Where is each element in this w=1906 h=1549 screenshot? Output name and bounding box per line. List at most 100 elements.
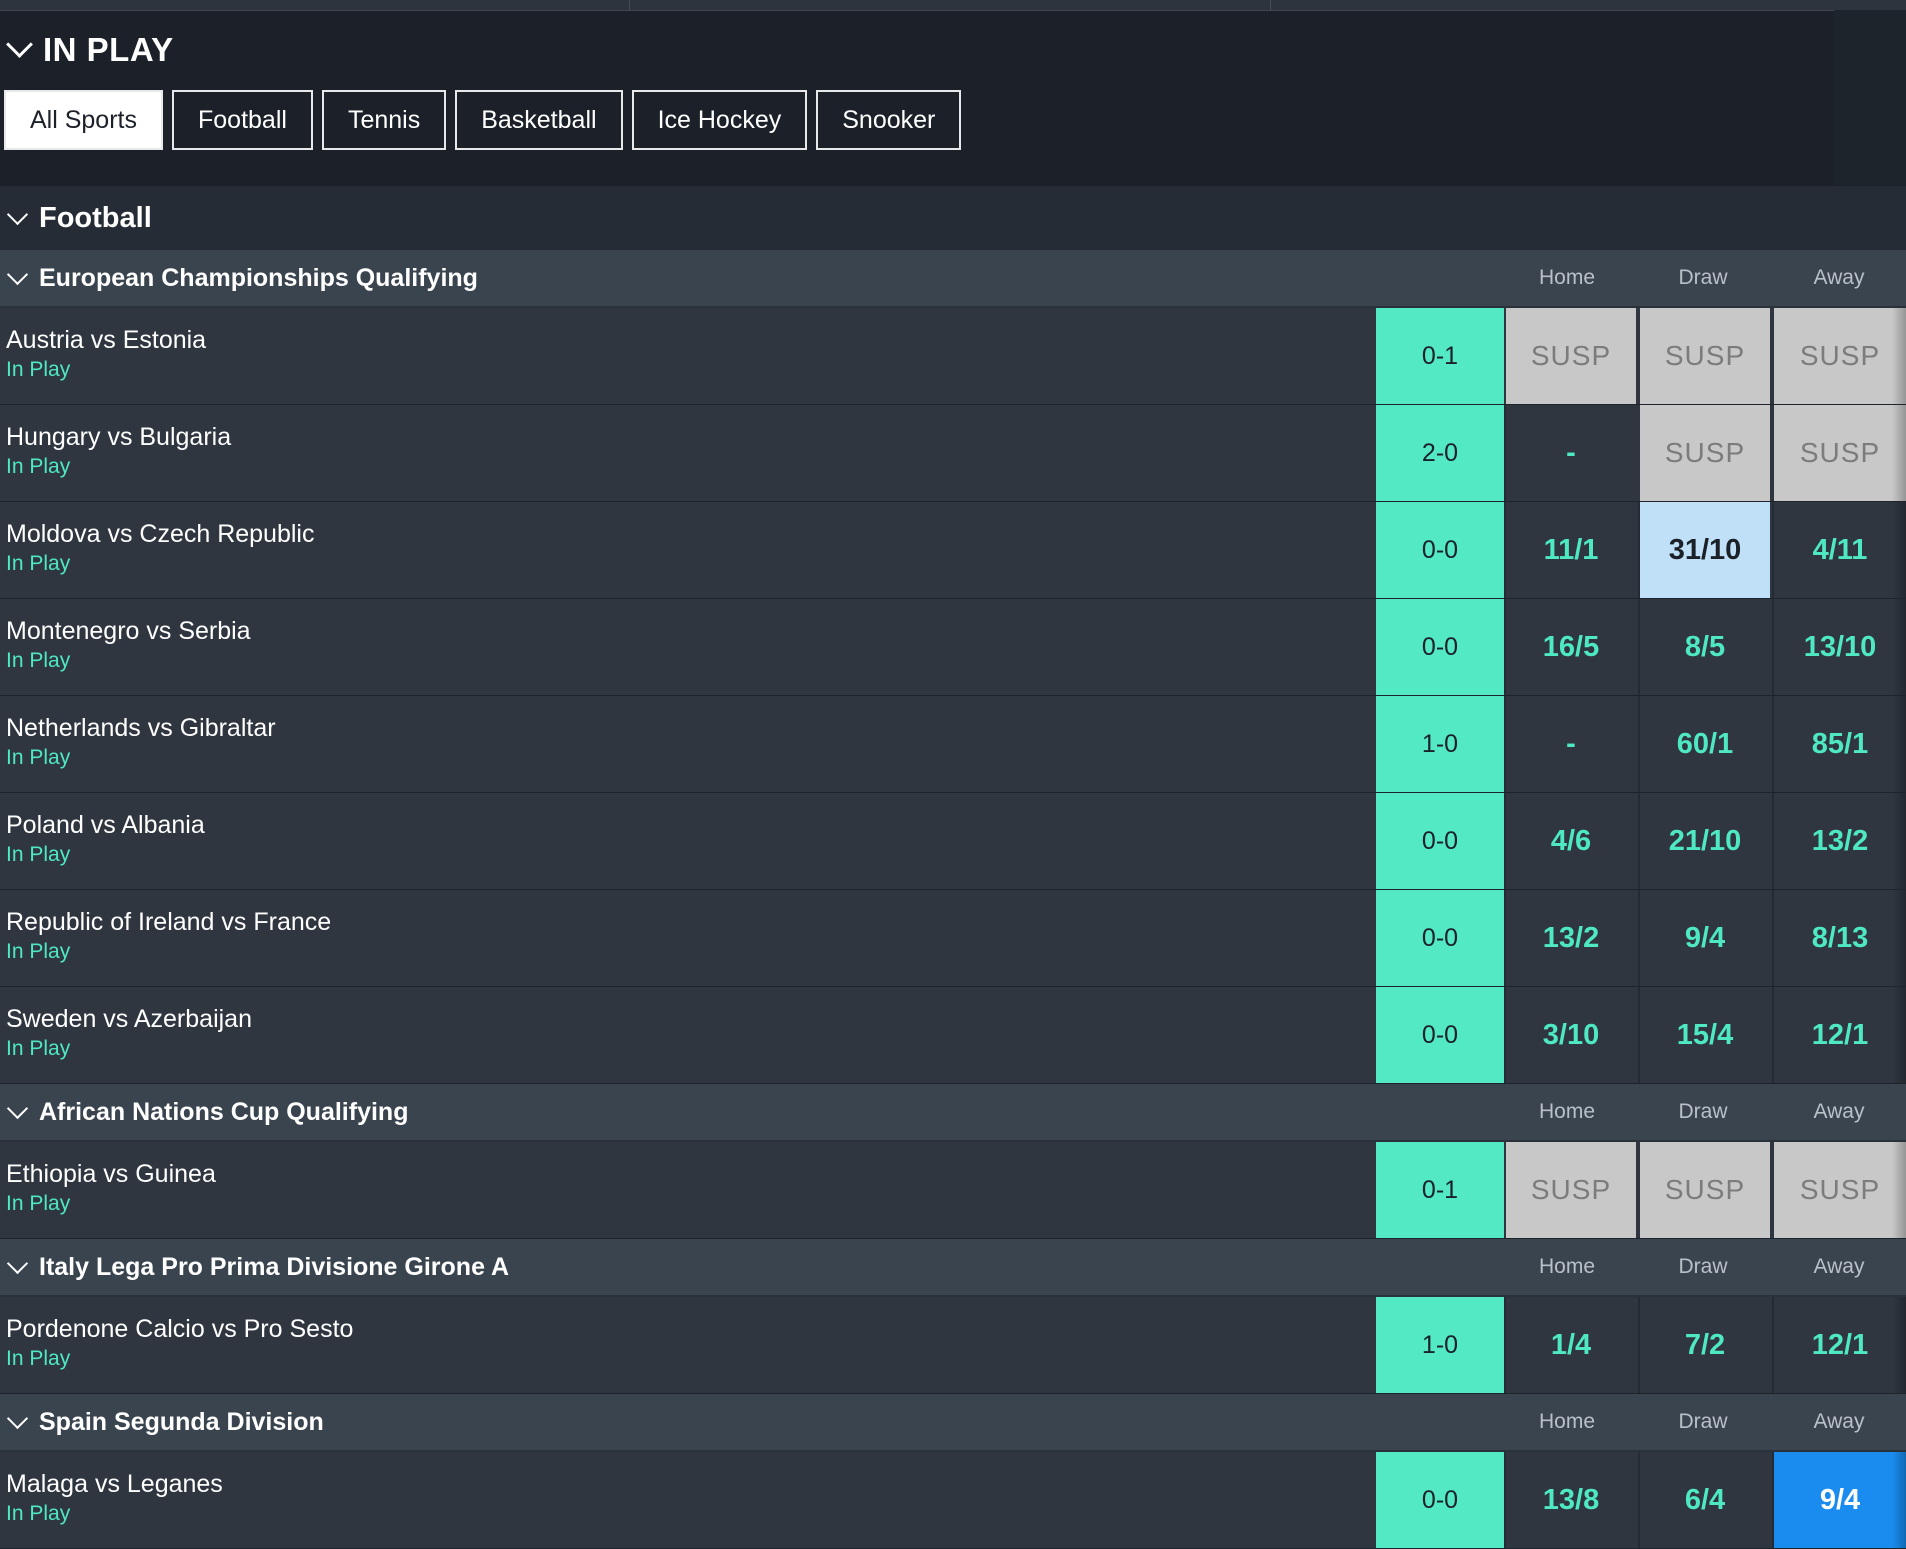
match-name[interactable]: Moldova vs Czech Republic <box>6 520 315 548</box>
edge-fade <box>1892 1452 1906 1548</box>
match-name[interactable]: Republic of Ireland vs France <box>6 908 332 936</box>
odds-button-away[interactable]: 85/1 <box>1772 696 1906 792</box>
odds-button-away[interactable]: 12/1 <box>1772 987 1906 1083</box>
match-name[interactable]: Montenegro vs Serbia <box>6 617 251 645</box>
column-label-away: Away <box>1813 266 1865 289</box>
chevron-down-icon[interactable] <box>6 1252 29 1274</box>
match-row[interactable]: Netherlands vs Gibraltar In Play 1-0-60/1 8… <box>0 696 1906 793</box>
match-name[interactable]: Ethiopia vs Guinea <box>6 1160 216 1188</box>
match-row[interactable]: Malaga vs Leganes In Play 0-0 13/8 6/4 9/4 <box>0 1452 1906 1549</box>
edge-fade <box>1892 599 1906 695</box>
match-name[interactable]: Pordenone Calcio vs Pro Sesto <box>6 1315 354 1343</box>
competition-header[interactable]: Spain Segunda Division Home Draw Away <box>0 1394 1906 1452</box>
odds-button-home[interactable]: - <box>1504 696 1636 792</box>
match-status: In Play <box>6 1192 71 1215</box>
odds-button-away[interactable]: 13/2 <box>1772 793 1906 889</box>
match-status: In Play <box>6 358 71 381</box>
match-info: Pordenone Calcio vs Pro Sesto In Play <box>6 1313 353 1373</box>
match-status: In Play <box>6 552 71 575</box>
odds-button-draw[interactable]: 8/5 <box>1638 599 1770 695</box>
match-name[interactable]: Austria vs Estonia <box>6 326 207 354</box>
column-label-home: Home <box>1538 1100 1596 1123</box>
odds-button-away[interactable]: 12/1 <box>1772 1297 1906 1393</box>
chevron-down-icon[interactable] <box>6 30 33 58</box>
tab-snooker[interactable]: Snooker <box>816 90 962 150</box>
match-info: Netherlands vs Gibraltar In Play <box>6 712 276 772</box>
column-label-home: Home <box>1538 1410 1596 1433</box>
odds-button-home[interactable]: 13/8 <box>1504 1452 1636 1548</box>
match-row[interactable]: Montenegro vs Serbia In Play 0-0 16/5 8/5 13/… <box>0 599 1906 696</box>
competition-header[interactable]: Italy Lega Pro Prima Divisione Girone A H… <box>0 1239 1906 1297</box>
score-badge: 2-0 <box>1376 405 1504 501</box>
column-label-away: Away <box>1813 1100 1865 1123</box>
match-row[interactable]: Ethiopia vs Guinea In Play 0-1 SUSP SUSP SUSP <box>0 1142 1906 1239</box>
odds-button-away: SUSP <box>1772 405 1906 501</box>
tab-football[interactable]: Football <box>171 90 313 150</box>
edge-fade <box>1892 502 1906 598</box>
odds-button-draw[interactable]: 21/10 <box>1638 793 1770 889</box>
match-name[interactable]: Poland vs Albania <box>6 811 205 839</box>
odds-button-away[interactable]: 4/11 <box>1772 502 1906 598</box>
match-name[interactable]: Hungary vs Bulgaria <box>6 423 232 451</box>
edge-fade <box>1892 405 1906 501</box>
match-name[interactable]: Sweden vs Azerbaijan <box>6 1005 252 1033</box>
column-label-home: Home <box>1538 1255 1596 1278</box>
odds-button-draw[interactable]: 15/4 <box>1638 987 1770 1083</box>
tab-all-sports[interactable]: All Sports <box>4 90 163 150</box>
edge-fade <box>1892 890 1906 986</box>
match-status: In Play <box>6 746 71 769</box>
odds-button-draw[interactable]: 7/2 <box>1638 1297 1770 1393</box>
score-badge: 0-0 <box>1376 502 1504 598</box>
odds-button-away: SUSP <box>1772 1142 1906 1238</box>
match-row[interactable]: Poland vs Albania In Play 0-0 4/6 21/10 13/2 <box>0 793 1906 890</box>
inplay-header[interactable]: IN PLAY <box>0 30 174 70</box>
tab-basketball[interactable]: Basketball <box>455 90 623 150</box>
column-label-away: Away <box>1813 1255 1865 1278</box>
odds-button-away: SUSP <box>1772 308 1906 404</box>
chevron-down-icon[interactable] <box>6 203 29 225</box>
chevron-down-icon[interactable] <box>6 263 29 285</box>
nav-divider <box>629 0 630 10</box>
odds-button-away[interactable]: 8/13 <box>1772 890 1906 986</box>
match-name[interactable]: Netherlands vs Gibraltar <box>6 714 276 742</box>
odds-button-home[interactable]: 16/5 <box>1504 599 1636 695</box>
match-row[interactable]: Hungary vs Bulgaria In Play 2-0- SUSP SUSP <box>0 405 1906 502</box>
match-row[interactable]: Pordenone Calcio vs Pro Sesto In Play 1-0 1… <box>0 1297 1906 1394</box>
competition-title: European Championships Qualifying <box>39 263 478 292</box>
column-label-draw: Draw <box>1678 1100 1728 1123</box>
odds-button-home[interactable]: 13/2 <box>1504 890 1636 986</box>
tab-tennis[interactable]: Tennis <box>321 90 447 150</box>
tab-ice-hockey[interactable]: Ice Hockey <box>631 90 808 150</box>
odds-button-home[interactable]: - <box>1504 405 1636 501</box>
chevron-down-icon[interactable] <box>6 1097 29 1119</box>
match-row[interactable]: Republic of Ireland vs France In Play 0-0 1… <box>0 890 1906 987</box>
column-label-draw: Draw <box>1678 1255 1728 1278</box>
match-info: Poland vs Albania In Play <box>6 809 205 869</box>
odds-button-away[interactable]: 9/4 <box>1772 1452 1906 1548</box>
competition-header[interactable]: African Nations Cup Qualifying Home Draw Aw… <box>0 1084 1906 1142</box>
edge-fade <box>1892 308 1906 404</box>
odds-button-away[interactable]: 13/10 <box>1772 599 1906 695</box>
odds-button-draw: SUSP <box>1638 405 1770 501</box>
odds-button-home: SUSP <box>1504 308 1636 404</box>
edge-fade <box>1892 1297 1906 1393</box>
odds-button-home[interactable]: 1/4 <box>1504 1297 1636 1393</box>
score-badge: 0-0 <box>1376 1452 1504 1548</box>
inplay-title: IN PLAY <box>43 31 174 68</box>
odds-button-home[interactable]: 11/1 <box>1504 502 1636 598</box>
competition-header[interactable]: European Championships Qualifying Home Dra… <box>0 250 1906 308</box>
match-row[interactable]: Sweden vs Azerbaijan In Play 0-0 3/10 15/4 12… <box>0 987 1906 1084</box>
match-row[interactable]: Austria vs Estonia In Play 0-1 SUSP SUSP SUSP <box>0 308 1906 405</box>
odds-button-draw[interactable]: 6/4 <box>1638 1452 1770 1548</box>
odds-button-draw[interactable]: 60/1 <box>1638 696 1770 792</box>
chevron-down-icon[interactable] <box>6 1407 29 1429</box>
match-status: In Play <box>6 843 71 866</box>
odds-button-home[interactable]: 3/10 <box>1504 987 1636 1083</box>
odds-button-home[interactable]: 4/6 <box>1504 793 1636 889</box>
odds-button-draw[interactable]: 31/10 <box>1638 502 1770 598</box>
score-badge: 0-1 <box>1376 308 1504 404</box>
odds-button-draw[interactable]: 9/4 <box>1638 890 1770 986</box>
match-name[interactable]: Malaga vs Leganes <box>6 1470 223 1498</box>
match-row[interactable]: Moldova vs Czech Republic In Play 0-0 11/1 3… <box>0 502 1906 599</box>
sport-header[interactable]: Football <box>0 186 1906 250</box>
